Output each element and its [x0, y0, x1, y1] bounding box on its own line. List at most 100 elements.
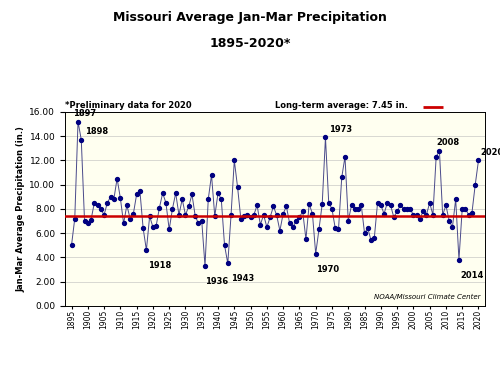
- Point: [426, 200, 434, 206]
- Point: [136, 188, 144, 194]
- Point: [90, 200, 98, 206]
- Point: [464, 212, 472, 218]
- Point: [324, 200, 332, 206]
- Point: [298, 208, 306, 214]
- Point: [182, 212, 190, 218]
- Point: [263, 224, 271, 230]
- Point: [188, 191, 196, 197]
- Point: [384, 200, 392, 206]
- Point: [348, 202, 356, 208]
- Point: [130, 211, 138, 217]
- Point: [471, 182, 479, 188]
- Point: [78, 137, 86, 143]
- Point: [276, 228, 284, 233]
- Point: [260, 212, 268, 218]
- Point: [422, 212, 430, 218]
- Point: [341, 154, 349, 160]
- Text: 1897: 1897: [73, 109, 96, 118]
- Point: [244, 212, 252, 218]
- Point: [211, 213, 219, 219]
- Point: [149, 224, 157, 230]
- Point: [318, 201, 326, 207]
- Point: [338, 175, 345, 181]
- Point: [100, 212, 108, 218]
- Point: [360, 230, 368, 236]
- Point: [468, 210, 476, 216]
- Text: NOAA/Missouri Climate Center: NOAA/Missouri Climate Center: [374, 294, 481, 300]
- Point: [208, 172, 216, 178]
- Text: 1973: 1973: [328, 125, 352, 134]
- Point: [87, 217, 95, 223]
- Point: [156, 205, 164, 211]
- Point: [218, 196, 226, 202]
- Text: 2014: 2014: [460, 271, 484, 280]
- Point: [419, 208, 427, 214]
- Point: [113, 176, 121, 182]
- Point: [374, 200, 382, 206]
- Point: [194, 220, 202, 226]
- Point: [126, 216, 134, 222]
- Point: [246, 214, 254, 220]
- Point: [198, 218, 205, 224]
- Point: [406, 206, 414, 212]
- Point: [286, 220, 294, 226]
- Point: [237, 216, 245, 222]
- Text: 2020: 2020: [480, 148, 500, 157]
- Point: [139, 225, 147, 231]
- Point: [351, 206, 359, 212]
- Point: [380, 211, 388, 217]
- Point: [184, 204, 192, 210]
- Text: Missouri Average Jan-Mar Precipitation: Missouri Average Jan-Mar Precipitation: [113, 11, 387, 24]
- Point: [132, 191, 140, 197]
- Point: [116, 195, 124, 201]
- Point: [256, 222, 264, 228]
- Point: [458, 206, 466, 212]
- Point: [455, 257, 463, 263]
- Point: [123, 202, 131, 208]
- Point: [370, 235, 378, 241]
- Point: [403, 206, 411, 212]
- Point: [390, 214, 398, 220]
- Point: [104, 200, 112, 206]
- Point: [344, 218, 352, 224]
- Point: [445, 218, 453, 224]
- Point: [331, 225, 339, 231]
- Point: [84, 220, 92, 226]
- Point: [429, 212, 437, 218]
- Point: [410, 212, 418, 218]
- Point: [80, 218, 88, 224]
- Point: [191, 213, 199, 219]
- Point: [282, 204, 290, 210]
- Point: [220, 242, 228, 248]
- Point: [289, 224, 297, 230]
- Point: [462, 206, 469, 212]
- Point: [302, 236, 310, 242]
- Text: *Preliminary data for 2020: *Preliminary data for 2020: [65, 101, 192, 110]
- Point: [120, 220, 128, 226]
- Point: [272, 212, 280, 218]
- Point: [224, 260, 232, 266]
- Point: [158, 190, 166, 196]
- Point: [162, 200, 170, 206]
- Point: [386, 202, 394, 208]
- Point: [296, 214, 304, 220]
- Point: [74, 119, 82, 125]
- Point: [227, 212, 235, 218]
- Point: [106, 194, 114, 200]
- Point: [250, 212, 258, 218]
- Point: [234, 184, 241, 190]
- Text: 1895-2020*: 1895-2020*: [210, 37, 290, 50]
- Point: [328, 206, 336, 212]
- Point: [142, 247, 150, 253]
- Text: 1970: 1970: [316, 265, 339, 274]
- Point: [322, 134, 330, 140]
- Text: 1936: 1936: [205, 277, 228, 286]
- Point: [240, 213, 248, 219]
- Text: 2008: 2008: [436, 138, 460, 147]
- Point: [442, 202, 450, 208]
- Point: [416, 216, 424, 222]
- Point: [279, 211, 287, 217]
- Point: [266, 214, 274, 220]
- Point: [308, 211, 316, 217]
- Point: [110, 196, 118, 202]
